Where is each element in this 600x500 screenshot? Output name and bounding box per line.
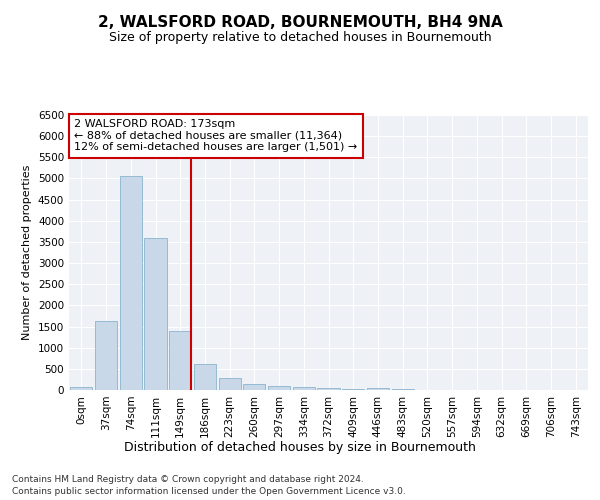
Bar [243, 384, 265, 390]
Text: Distribution of detached houses by size in Bournemouth: Distribution of detached houses by size … [124, 441, 476, 454]
Bar [293, 387, 315, 390]
Text: 2 WALSFORD ROAD: 173sqm
← 88% of detached houses are smaller (11,364)
12% of sem: 2 WALSFORD ROAD: 173sqm ← 88% of detache… [74, 119, 358, 152]
Y-axis label: Number of detached properties: Number of detached properties [22, 165, 32, 340]
Bar [367, 388, 389, 390]
Bar [145, 238, 167, 390]
Text: Contains HM Land Registry data © Crown copyright and database right 2024.: Contains HM Land Registry data © Crown c… [12, 474, 364, 484]
Bar [218, 378, 241, 390]
Bar [119, 176, 142, 390]
Bar [194, 364, 216, 390]
Bar [70, 387, 92, 390]
Bar [317, 388, 340, 390]
Bar [169, 331, 191, 390]
Bar [268, 386, 290, 390]
Text: Size of property relative to detached houses in Bournemouth: Size of property relative to detached ho… [109, 31, 491, 44]
Text: 2, WALSFORD ROAD, BOURNEMOUTH, BH4 9NA: 2, WALSFORD ROAD, BOURNEMOUTH, BH4 9NA [98, 15, 502, 30]
Text: Contains public sector information licensed under the Open Government Licence v3: Contains public sector information licen… [12, 486, 406, 496]
Bar [342, 388, 364, 390]
Bar [95, 320, 117, 390]
